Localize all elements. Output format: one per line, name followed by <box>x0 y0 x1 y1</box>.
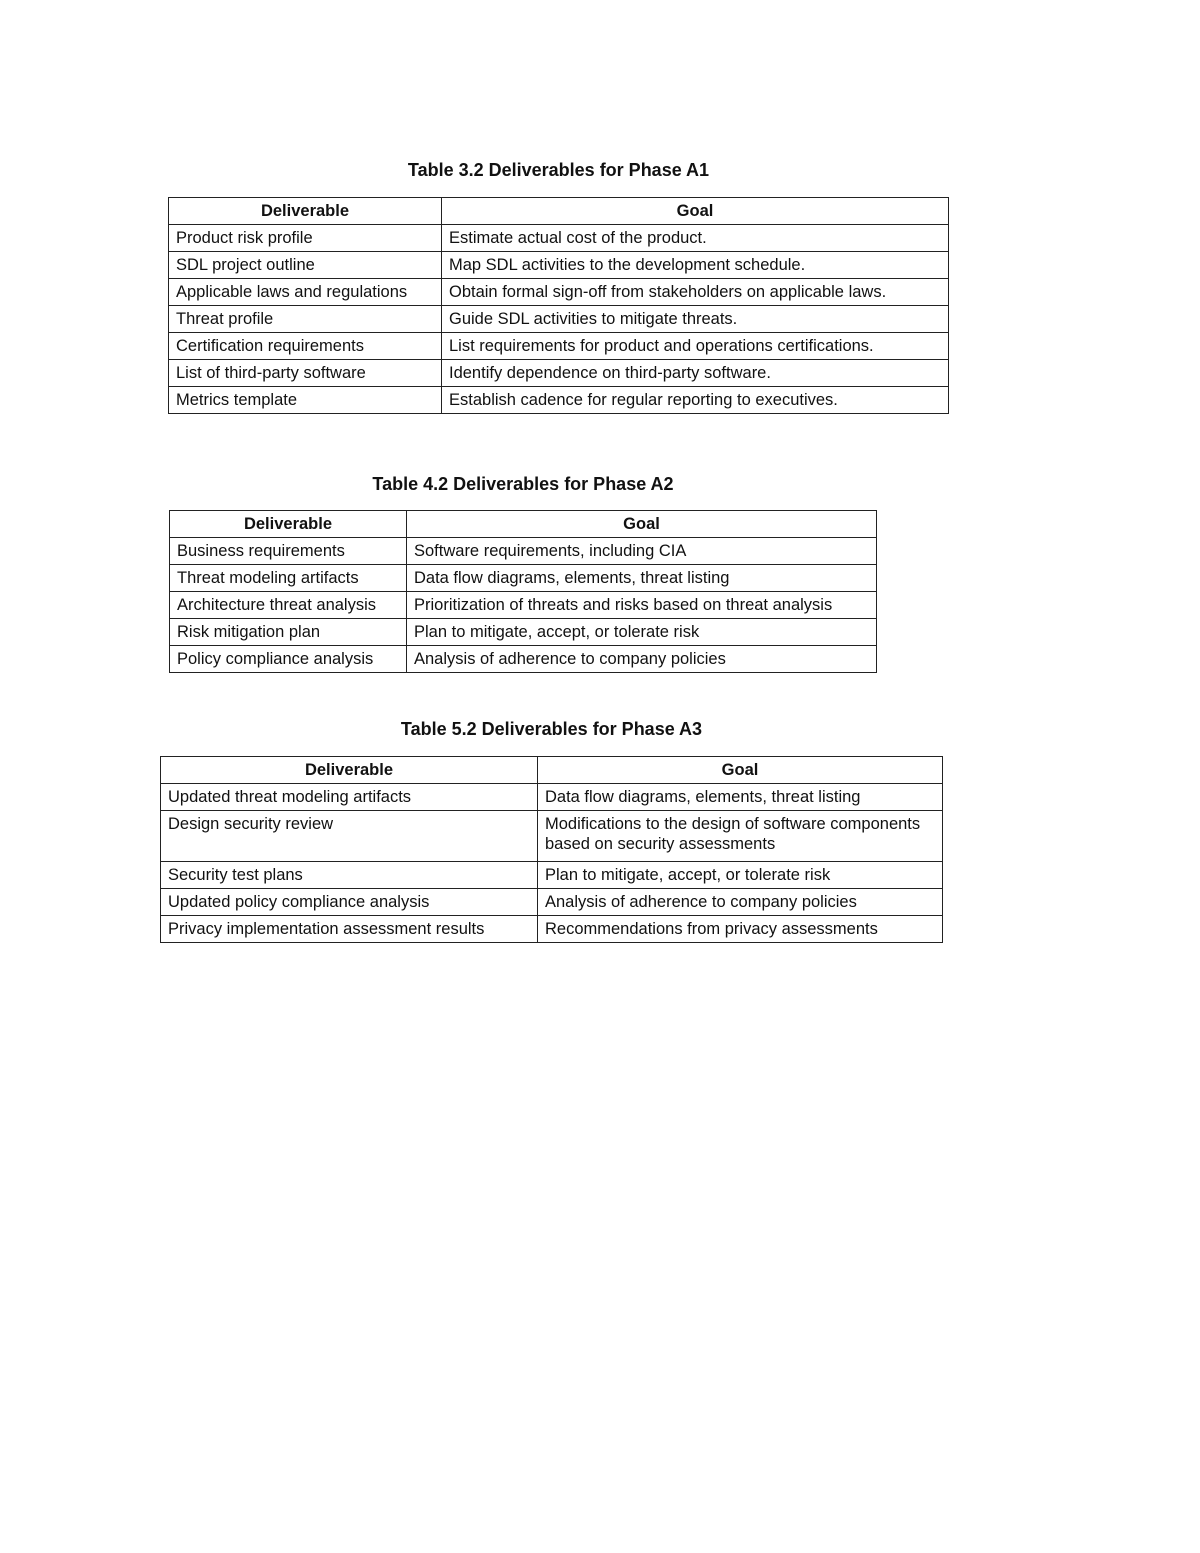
goal-cell: Obtain formal sign-off from stakeholders… <box>441 278 949 306</box>
deliverable-cell: Certification requirements <box>168 332 442 360</box>
deliverable-cell: Threat profile <box>168 305 442 333</box>
column-header-deliverable: Deliverable <box>168 197 442 225</box>
table-caption-a2: Table 4.2 Deliverables for Phase A2 <box>372 474 674 494</box>
table-row: Privacy implementation assessment result… <box>160 915 943 943</box>
deliverable-cell: List of third-party software <box>168 359 442 387</box>
goal-cell: Establish cadence for regular reporting … <box>441 386 949 414</box>
goal-cell: Recommendations from privacy assessments <box>537 915 943 943</box>
table-row: SDL project outline Map SDL activities to… <box>168 251 949 279</box>
deliverable-cell: Privacy implementation assessment result… <box>160 915 538 943</box>
deliverable-cell: Updated policy compliance analysis <box>160 888 538 916</box>
goal-cell: Map SDL activities to the development sc… <box>441 251 949 279</box>
table-row: Architecture threat analysis Prioritizati… <box>169 591 877 619</box>
table-caption-a3: Table 5.2 Deliverables for Phase A3 <box>400 719 703 739</box>
deliverables-table-a1: Deliverable Goal Product risk profile Estim… <box>168 197 949 414</box>
table-row: Metrics template Establish cadence for re… <box>168 386 949 414</box>
deliverable-cell: Security test plans <box>160 861 538 889</box>
table-caption-a1: Table 3.2 Deliverables for Phase A1 <box>407 160 710 180</box>
goal-cell: Data flow diagrams, elements, threat lis… <box>537 783 943 811</box>
column-header-deliverable: Deliverable <box>160 756 538 784</box>
deliverable-cell: Architecture threat analysis <box>169 591 407 619</box>
deliverable-cell: Business requirements <box>169 537 407 565</box>
table-row: Certification requirements List requireme… <box>168 332 949 360</box>
deliverable-cell: Risk mitigation plan <box>169 618 407 646</box>
deliverable-cell: Applicable laws and regulations <box>168 278 442 306</box>
table-row: Business requirements Software requiremen… <box>169 537 877 565</box>
deliverable-cell: SDL project outline <box>168 251 442 279</box>
table-row: Product risk profile Estimate actual cost… <box>168 224 949 252</box>
table-row: Updated policy compliance analysis Analys… <box>160 888 943 916</box>
goal-cell: Modifications to the design of software … <box>537 810 943 862</box>
table-row: Risk mitigation plan Plan to mitigate, ac… <box>169 618 877 646</box>
header-row: Deliverable Goal <box>168 197 949 225</box>
table-row: Updated threat modeling artifacts Data fl… <box>160 783 943 811</box>
table-row: List of third-party software Identify dep… <box>168 359 949 387</box>
deliverable-cell: Design security review <box>160 810 538 862</box>
goal-cell: Data flow diagrams, elements, threat lis… <box>406 564 877 592</box>
goal-cell: Analysis of adherence to company policie… <box>406 645 877 673</box>
header-row: Deliverable Goal <box>169 510 877 538</box>
column-header-goal: Goal <box>537 756 943 784</box>
goal-cell: Plan to mitigate, accept, or tolerate ri… <box>406 618 877 646</box>
deliverables-table-a3: Deliverable Goal Updated threat modeling a… <box>160 756 943 943</box>
goal-cell: Analysis of adherence to company policie… <box>537 888 943 916</box>
goal-cell: List requirements for product and operat… <box>441 332 949 360</box>
table-row: Policy compliance analysis Analysis of ad… <box>169 645 877 673</box>
column-header-goal: Goal <box>406 510 877 538</box>
goal-cell: Identify dependence on third-party softw… <box>441 359 949 387</box>
table-row: Security test plans Plan to mitigate, acc… <box>160 861 943 889</box>
goal-cell: Estimate actual cost of the product. <box>441 224 949 252</box>
table-row: Threat profile Guide SDL activities to mi… <box>168 305 949 333</box>
table-row: Threat modeling artifacts Data flow diagr… <box>169 564 877 592</box>
deliverable-cell: Product risk profile <box>168 224 442 252</box>
goal-cell: Prioritization of threats and risks base… <box>406 591 877 619</box>
goal-cell: Software requirements, including CIA <box>406 537 877 565</box>
header-row: Deliverable Goal <box>160 756 943 784</box>
table-row: Applicable laws and regulations Obtain fo… <box>168 278 949 306</box>
goal-cell: Plan to mitigate, accept, or tolerate ri… <box>537 861 943 889</box>
column-header-goal: Goal <box>441 197 949 225</box>
goal-cell: Guide SDL activities to mitigate threats… <box>441 305 949 333</box>
deliverable-cell: Threat modeling artifacts <box>169 564 407 592</box>
deliverable-cell: Updated threat modeling artifacts <box>160 783 538 811</box>
deliverable-cell: Metrics template <box>168 386 442 414</box>
table-row: Design security review Modifications to t… <box>160 810 943 862</box>
deliverables-table-a2: Deliverable Goal Business requirements Soft… <box>169 510 877 673</box>
deliverable-cell: Policy compliance analysis <box>169 645 407 673</box>
column-header-deliverable: Deliverable <box>169 510 407 538</box>
